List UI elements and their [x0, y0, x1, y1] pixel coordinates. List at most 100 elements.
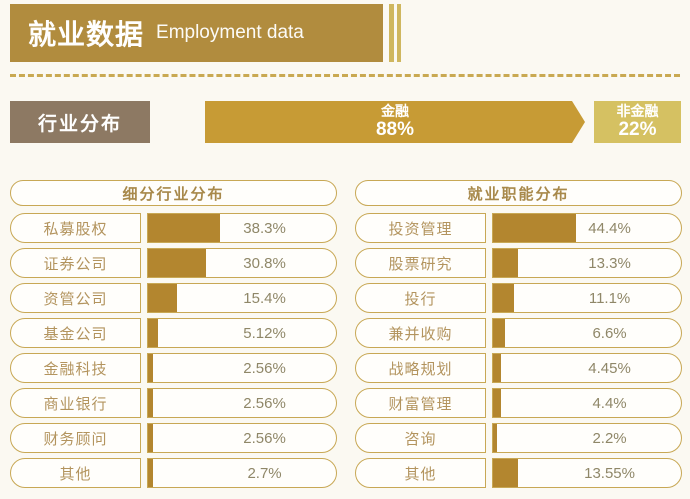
table-row: 投行 11.1% — [355, 283, 682, 313]
bar-fill — [148, 389, 153, 417]
table-row: 战略规划 4.45% — [355, 353, 682, 383]
table-row: 商业银行 2.56% — [10, 388, 337, 418]
bar-track: 13.3% — [492, 248, 682, 278]
bar-fill — [148, 354, 153, 382]
sub-industry-chart: 细分行业分布 私募股权 38.3% 证券公司 30.8% 资管公司 15.4% … — [10, 180, 337, 493]
row-label: 财富管理 — [355, 388, 486, 418]
row-label: 私募股权 — [10, 213, 141, 243]
table-row: 咨询 2.2% — [355, 423, 682, 453]
row-label: 咨询 — [355, 423, 486, 453]
bar-track: 13.55% — [492, 458, 682, 488]
percent-label: 2.2% — [592, 429, 627, 447]
bar-fill — [493, 354, 502, 382]
bar-track: 30.8% — [147, 248, 337, 278]
table-row: 资管公司 15.4% — [10, 283, 337, 313]
bar-track: 4.4% — [492, 388, 682, 418]
nonfinance-segment: 非金融 22% — [594, 101, 681, 143]
bar-track: 2.7% — [147, 458, 337, 488]
bar-track: 38.3% — [147, 213, 337, 243]
table-row: 兼并收购 6.6% — [355, 318, 682, 348]
bar-fill — [148, 249, 206, 277]
percent-label: 6.6% — [592, 324, 627, 342]
percent-label: 11.1% — [588, 289, 631, 307]
table-row: 其他 13.55% — [355, 458, 682, 488]
percent-label: 5.12% — [243, 324, 286, 342]
percent-label: 2.56% — [243, 429, 286, 447]
bar-track: 2.2% — [492, 423, 682, 453]
bar-fill — [493, 214, 577, 242]
percent-label: 2.7% — [247, 464, 282, 482]
bar-track: 4.45% — [492, 353, 682, 383]
row-label: 股票研究 — [355, 248, 486, 278]
row-label: 财务顾问 — [10, 423, 141, 453]
percent-label: 38.3% — [243, 219, 286, 237]
dashed-separator — [10, 74, 680, 77]
percent-label: 30.8% — [243, 254, 286, 272]
bar-fill — [493, 284, 514, 312]
bar-fill — [148, 284, 177, 312]
row-label: 投资管理 — [355, 213, 486, 243]
bar-fill — [148, 319, 158, 347]
table-row: 投资管理 44.4% — [355, 213, 682, 243]
percent-label: 4.45% — [588, 359, 631, 377]
table-row: 私募股权 38.3% — [10, 213, 337, 243]
bar-fill — [493, 459, 519, 487]
job-function-chart-title: 就业职能分布 — [355, 180, 682, 206]
bar-track: 15.4% — [147, 283, 337, 313]
row-label: 战略规划 — [355, 353, 486, 383]
page-title-cn: 就业数据 — [28, 19, 145, 50]
percent-label: 13.55% — [584, 464, 635, 482]
bar-track: 11.1% — [492, 283, 682, 313]
page-title-en: Employment data — [156, 22, 304, 43]
row-label: 资管公司 — [10, 283, 141, 313]
table-row: 财富管理 4.4% — [355, 388, 682, 418]
bar-track: 5.12% — [147, 318, 337, 348]
row-label: 其他 — [10, 458, 141, 488]
table-row: 金融科技 2.56% — [10, 353, 337, 383]
percent-label: 4.4% — [592, 394, 627, 412]
banner-accent-stripe — [397, 4, 401, 62]
banner-accent-stripe — [389, 4, 394, 62]
row-label: 投行 — [355, 283, 486, 313]
finance-segment-name: 金融 — [381, 103, 409, 120]
bar-track: 2.56% — [147, 423, 337, 453]
job-function-chart: 就业职能分布 投资管理 44.4% 股票研究 13.3% 投行 11.1% 兼并… — [355, 180, 682, 493]
percent-label: 44.4% — [588, 219, 631, 237]
bar-track: 44.4% — [492, 213, 682, 243]
bar-track: 6.6% — [492, 318, 682, 348]
finance-segment-value: 88% — [375, 119, 415, 141]
sub-industry-rows: 私募股权 38.3% 证券公司 30.8% 资管公司 15.4% 基金公司 5.… — [10, 213, 337, 488]
table-row: 股票研究 13.3% — [355, 248, 682, 278]
bar-fill — [148, 214, 220, 242]
table-row: 基金公司 5.12% — [10, 318, 337, 348]
nonfinance-segment-value: 22% — [618, 119, 657, 141]
industry-distribution-label: 行业分布 — [10, 101, 150, 143]
bar-fill — [148, 424, 153, 452]
bar-fill — [493, 249, 518, 277]
percent-label: 15.4% — [243, 289, 286, 307]
bar-fill — [148, 459, 154, 487]
percent-label: 13.3% — [588, 254, 631, 272]
header-banner: 就业数据 Employment data — [10, 4, 383, 62]
percent-label: 2.56% — [243, 359, 286, 377]
table-row: 其他 2.7% — [10, 458, 337, 488]
row-label: 商业银行 — [10, 388, 141, 418]
sub-industry-chart-title: 细分行业分布 — [10, 180, 337, 206]
row-label: 其他 — [355, 458, 486, 488]
nonfinance-segment-name: 非金融 — [616, 103, 659, 120]
bar-fill — [493, 424, 498, 452]
percent-label: 2.56% — [243, 394, 286, 412]
table-row: 财务顾问 2.56% — [10, 423, 337, 453]
row-label: 兼并收购 — [355, 318, 486, 348]
row-label: 证券公司 — [10, 248, 141, 278]
bar-fill — [493, 389, 502, 417]
bar-track: 2.56% — [147, 388, 337, 418]
row-label: 金融科技 — [10, 353, 141, 383]
industry-distribution-strip: 行业分布 金融 88% 非金融 22% — [0, 101, 690, 143]
finance-segment: 金融 88% — [205, 101, 585, 143]
bar-fill — [493, 319, 506, 347]
row-label: 基金公司 — [10, 318, 141, 348]
job-function-rows: 投资管理 44.4% 股票研究 13.3% 投行 11.1% 兼并收购 6.6%… — [355, 213, 682, 488]
table-row: 证券公司 30.8% — [10, 248, 337, 278]
